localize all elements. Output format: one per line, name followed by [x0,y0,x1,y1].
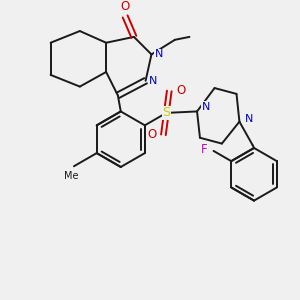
Text: Me: Me [64,172,78,182]
Text: F: F [201,143,208,156]
Text: N: N [245,114,253,124]
Text: O: O [121,0,130,13]
Text: N: N [201,102,210,112]
Text: S: S [162,106,170,119]
Text: O: O [147,128,156,141]
Text: O: O [176,85,186,98]
Text: N: N [149,76,158,86]
Text: N: N [155,50,163,59]
